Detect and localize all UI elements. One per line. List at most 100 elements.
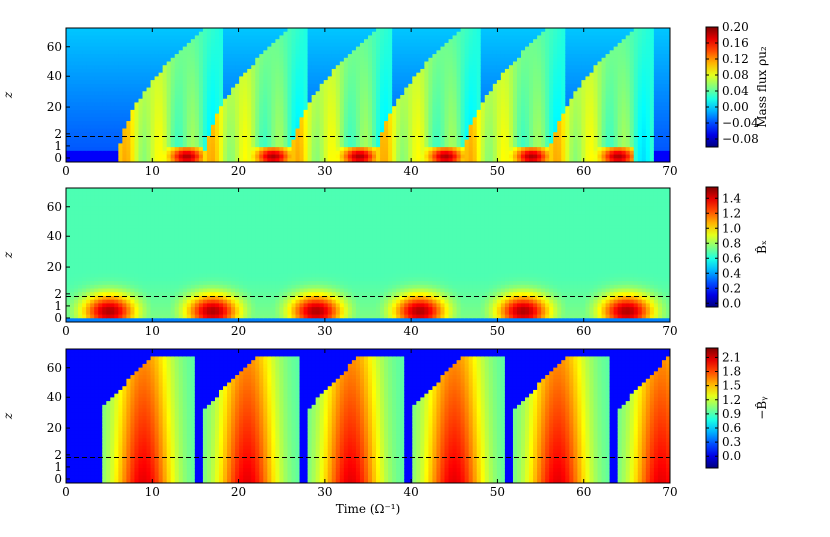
heatmap-cell (428, 87, 434, 92)
heatmap-cell (118, 113, 123, 118)
heatmap-cell (182, 143, 188, 148)
heatmap-cell (581, 98, 587, 104)
heatmap-cell (452, 50, 458, 55)
heatmap-cell (380, 80, 385, 85)
heatmap-cell (488, 35, 494, 40)
heatmap-cell (126, 143, 132, 148)
heatmap-cell (235, 42, 240, 48)
heatmap-cell (150, 98, 156, 104)
heatmap-cell (557, 65, 562, 70)
heatmap-cell (464, 35, 470, 40)
heatmap-cell (94, 154, 99, 159)
heatmap-cell (621, 68, 627, 74)
heatmap-cell (134, 50, 140, 55)
heatmap-cell (182, 76, 188, 81)
heatmap-cell (166, 46, 172, 51)
heatmap-cell (162, 135, 168, 141)
heatmap-cell (372, 106, 377, 111)
heatmap-cell (460, 28, 466, 33)
heatmap-cell (448, 124, 454, 130)
heatmap-cell (315, 143, 321, 148)
heatmap-cell (573, 46, 578, 51)
heatmap-cell (512, 109, 518, 115)
heatmap-cell (114, 50, 119, 55)
heatmap-cell (118, 35, 123, 40)
heatmap-cell (553, 39, 558, 44)
heatmap-cell (243, 124, 248, 130)
heatmap-cell (432, 95, 438, 100)
heatmap-cell (166, 80, 172, 85)
heatmap-cell (605, 80, 611, 85)
heatmap-cell (351, 83, 357, 89)
heatmap-cell (609, 87, 615, 92)
heatmap-cell (206, 42, 212, 48)
heatmap-cell (259, 154, 264, 159)
heatmap-cell (146, 113, 152, 118)
heatmap-cell (251, 95, 256, 100)
heatmap-cell (295, 87, 301, 92)
heatmap-cell (154, 117, 160, 122)
heatmap-cell (420, 61, 425, 66)
heatmap-cell (581, 87, 587, 92)
heatmap-cell (480, 102, 486, 107)
heatmap-cell (432, 113, 438, 118)
heatmap-cell (512, 143, 518, 148)
heatmap-cell (525, 65, 530, 70)
heatmap-cell (138, 158, 144, 162)
heatmap-cell (154, 42, 160, 48)
heatmap-cell (231, 68, 236, 74)
heatmap-cell (146, 91, 152, 96)
heatmap-cell (307, 61, 313, 66)
heatmap-cell (231, 50, 236, 55)
heatmap-cell (363, 80, 369, 85)
heatmap-cell (279, 54, 285, 59)
heatmap-cell (138, 91, 144, 96)
heatmap-cell (138, 46, 144, 51)
heatmap-cell (613, 106, 619, 111)
heatmap-cell (557, 121, 562, 126)
heatmap-cell (255, 46, 260, 51)
heatmap-cell (206, 147, 212, 152)
heatmap-cell (219, 68, 224, 74)
heatmap-cell (267, 95, 272, 100)
heatmap-cell (190, 102, 196, 107)
heatmap-cell (500, 50, 506, 55)
heatmap-cell (408, 72, 413, 77)
heatmap-cell (581, 117, 587, 122)
heatmap-cell (508, 35, 514, 40)
heatmap-cell (198, 46, 204, 51)
heatmap-cell (219, 135, 224, 141)
heatmap-cell (251, 65, 256, 70)
heatmap-cell (440, 72, 446, 77)
heatmap-cell (380, 113, 385, 118)
heatmap-cell (138, 117, 144, 122)
heatmap-cell (605, 128, 611, 133)
heatmap-cell (186, 139, 192, 144)
heatmap-cell (468, 42, 474, 48)
heatmap-cell (287, 87, 293, 92)
heatmap-cell (154, 113, 160, 118)
heatmap-cell (492, 91, 498, 96)
heatmap-cell (267, 132, 272, 137)
heatmap-cell (573, 31, 578, 37)
heatmap-cell (545, 106, 550, 111)
heatmap-cell (182, 28, 188, 33)
heatmap-cell (186, 68, 192, 74)
heatmap-cell (573, 113, 578, 118)
heatmap-cell (94, 139, 99, 144)
heatmap-cell (484, 135, 490, 141)
heatmap-cell (202, 61, 208, 66)
heatmap-cell (359, 150, 365, 156)
heatmap-cell (90, 143, 95, 148)
heatmap-cell (573, 91, 578, 96)
heatmap-cell (263, 98, 268, 104)
heatmap-cell (533, 147, 538, 152)
heatmap-cell (190, 35, 196, 40)
heatmap-cell (114, 39, 119, 44)
heatmap-cell (182, 91, 188, 96)
heatmap-cell (275, 61, 281, 66)
heatmap-cell (339, 76, 345, 81)
heatmap-cell (617, 28, 623, 33)
heatmap-cell (468, 39, 474, 44)
heatmap-cell (368, 147, 373, 152)
